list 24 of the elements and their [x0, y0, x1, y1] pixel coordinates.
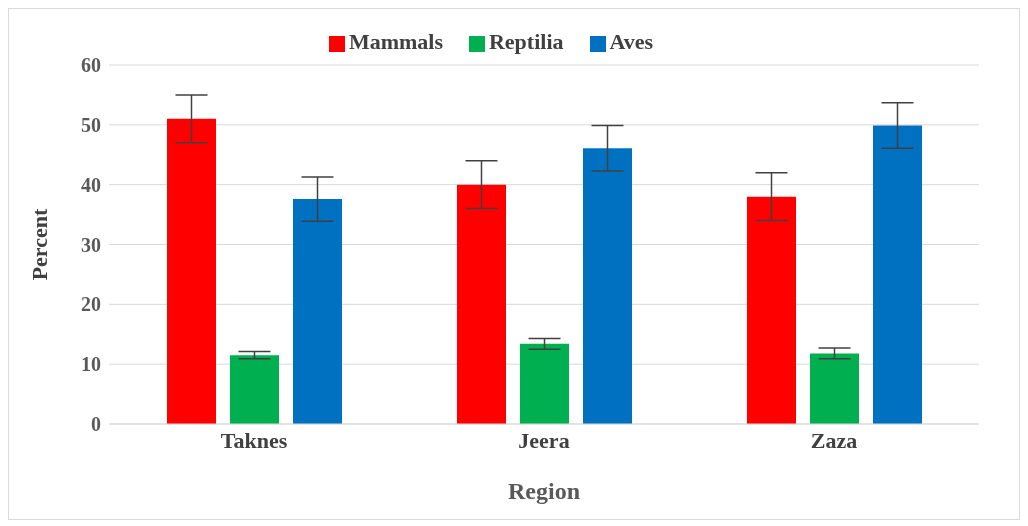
- y-tick-label: 0: [91, 413, 101, 436]
- legend-label: Aves: [609, 29, 654, 54]
- y-tick-label: 10: [81, 353, 101, 376]
- bar: [747, 196, 796, 424]
- y-tick-label: 60: [81, 54, 101, 77]
- x-axis-title: Region: [508, 478, 580, 504]
- x-tick-label: Taknes: [220, 427, 288, 453]
- bar: [873, 125, 922, 424]
- bar: [230, 355, 279, 424]
- bar: [293, 199, 342, 424]
- x-tick-label: Jeera: [518, 427, 570, 453]
- y-tick-label: 30: [81, 233, 101, 256]
- bar: [583, 148, 632, 424]
- y-tick-label: 40: [81, 173, 101, 196]
- y-axis-title: Percent: [26, 208, 52, 281]
- y-tick-label: 50: [81, 113, 101, 136]
- x-tick-label: Zaza: [810, 427, 858, 453]
- bar: [167, 118, 216, 424]
- y-tick-label: 20: [81, 293, 101, 316]
- legend-label: Reptilia: [488, 29, 564, 54]
- bar: [810, 353, 859, 424]
- legend-label: Mammals: [348, 29, 443, 54]
- bar: [457, 184, 506, 424]
- bar: [520, 343, 569, 424]
